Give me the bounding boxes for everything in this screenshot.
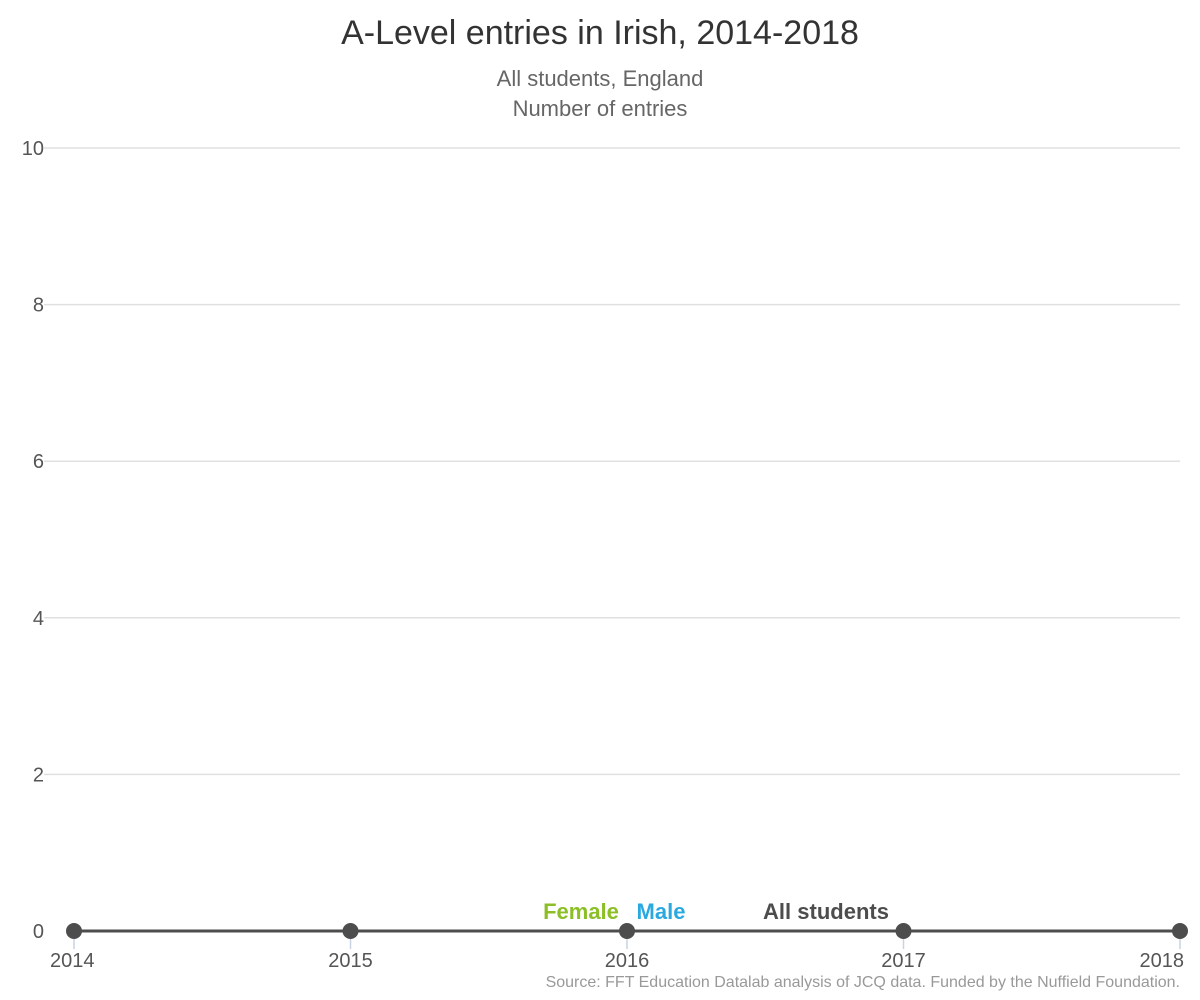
series-label-male: Male [637, 899, 686, 924]
data-point-2014 [66, 923, 82, 939]
data-point-2018 [1172, 923, 1188, 939]
chart-subtitle-line-2: Number of entries [512, 96, 688, 121]
x-tick-label-2014: 2014 [50, 950, 95, 972]
y-tick-label-4: 4 [33, 608, 44, 630]
series-label-female: Female [543, 899, 619, 924]
series-label-all-students: All students [763, 899, 889, 924]
x-tick-label-2015: 2015 [328, 950, 373, 972]
y-tick-label-6: 6 [33, 451, 44, 473]
x-tick-label-2017: 2017 [881, 950, 926, 972]
chart-subtitle-line-1: All students, England [496, 66, 704, 91]
y-tick-label-8: 8 [33, 295, 44, 317]
data-point-2017 [895, 923, 912, 939]
chart-title: A-Level entries in Irish, 2014-2018 [341, 14, 859, 52]
source-note: Source: FFT Education Datalab analysis o… [545, 974, 1180, 991]
y-tick-label-0: 0 [33, 921, 44, 943]
data-point-2015 [342, 923, 359, 939]
y-tick-label-2: 2 [33, 764, 44, 786]
data-point-2016 [619, 923, 635, 939]
x-tick-label-2018: 2018 [1140, 950, 1185, 972]
x-tick-label-2016: 2016 [605, 950, 650, 972]
y-tick-label-10: 10 [22, 138, 44, 160]
